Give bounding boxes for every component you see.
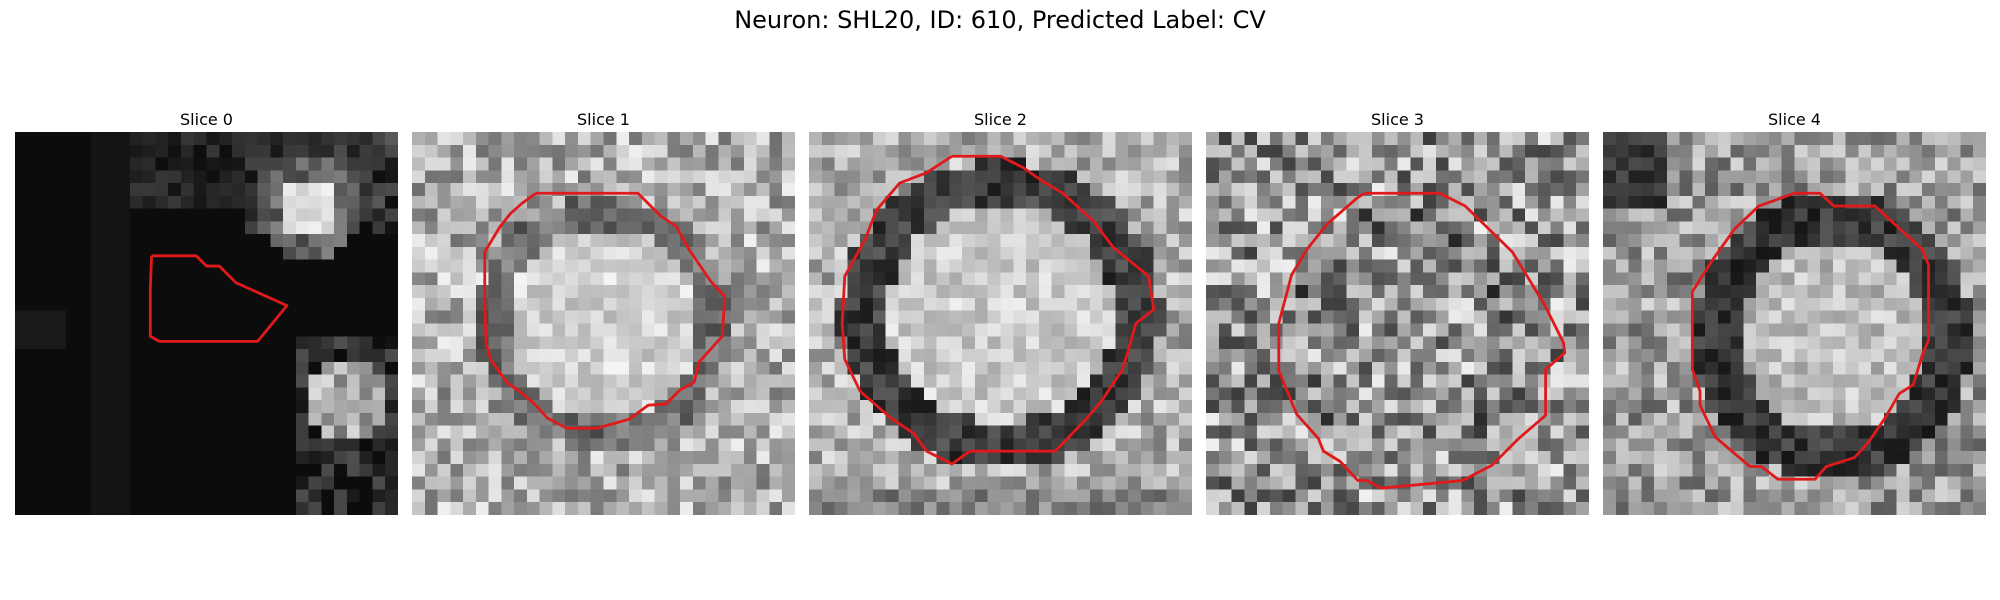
figure-title: Neuron: SHL20, ID: 610, Predicted Label:… — [734, 6, 1266, 34]
roi-contour-4 — [1690, 191, 1930, 481]
slice-image-1 — [412, 132, 795, 515]
roi-contour-2 — [840, 154, 1156, 466]
slice-title-1: Slice 1 — [577, 110, 630, 129]
roi-contour-3 — [1277, 191, 1567, 490]
slice-panel-2: Slice 2 — [809, 108, 1192, 515]
slice-title-3: Slice 3 — [1371, 110, 1424, 129]
slice-title-2: Slice 2 — [974, 110, 1027, 129]
slice-image-4 — [1603, 132, 1986, 515]
slice-title-4: Slice 4 — [1768, 110, 1821, 129]
slice-image-3 — [1206, 132, 1589, 515]
slice-title-0: Slice 0 — [180, 110, 233, 129]
roi-contour-0 — [148, 254, 289, 343]
slice-image-2 — [809, 132, 1192, 515]
roi-contour-1 — [483, 191, 727, 430]
slice-image-0 — [15, 132, 398, 515]
slice-panel-4: Slice 4 — [1603, 108, 1986, 515]
slice-panel-0: Slice 0 — [15, 108, 398, 515]
slice-panel-1: Slice 1 — [412, 108, 795, 515]
slice-panel-3: Slice 3 — [1206, 108, 1589, 515]
